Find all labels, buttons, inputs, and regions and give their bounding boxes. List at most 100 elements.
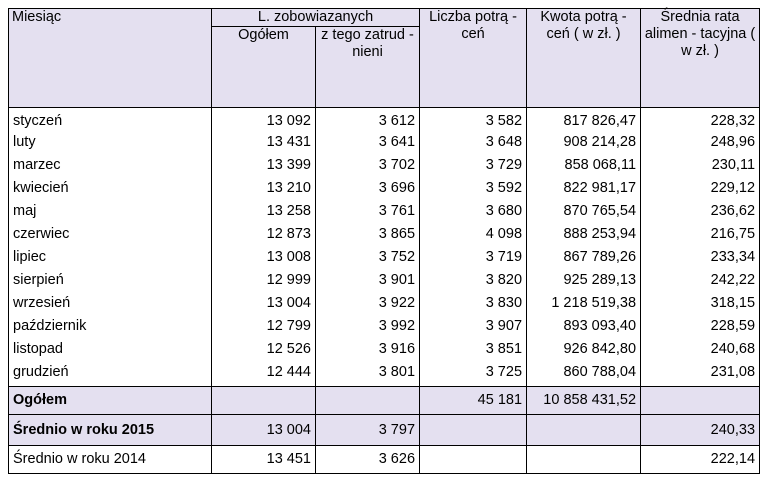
total-cell: 12 444 [211,361,316,387]
amount-cell: 860 788,04 [526,361,642,387]
month-cell: grudzień [8,361,212,387]
avg-cell: 230,11 [640,154,761,177]
count-cell: 3 820 [419,269,528,292]
employed-cell: 3 916 [314,338,421,361]
obligated-group-header: L. zobowiazanych [210,8,421,27]
average-2014-employed-cell: 3 626 [314,445,421,474]
month-cell: kwiecień [8,177,212,200]
amount-cell: 870 765,54 [526,200,642,223]
average-2015-row: Średnio w roku 2015 13 004 3 797 240,33 [8,414,761,446]
total-cell: 12 873 [211,223,316,246]
deductions-amount-header: Kwota potrą - ceń ( w zł. ) [526,8,642,108]
table-row: lipiec 13 008 3 752 3 719 867 789,26 233,34 [8,246,761,269]
employed-cell: 3 612 [314,107,421,131]
amount-cell: 888 253,94 [526,223,642,246]
month-cell: marzec [8,154,212,177]
count-cell: 3 907 [419,315,528,338]
total-row-empty-cell [211,386,316,415]
table-header: Miesiąc L. zobowiazanych Liczba potrą - … [8,8,761,108]
total-cell: 13 258 [211,200,316,223]
month-cell: styczeń [8,107,212,131]
month-cell: listopad [8,338,212,361]
average-2014-avg-cell: 222,14 [640,445,761,474]
amount-cell: 908 214,28 [526,131,642,154]
employed-cell: 3 922 [314,292,421,315]
total-row-empty-cell [314,386,421,415]
avg-cell: 236,62 [640,200,761,223]
month-rows: styczeń 13 092 3 612 3 582 817 826,47 228,32 l… [8,107,761,387]
avg-cell: 216,75 [640,223,761,246]
table-row: luty 13 431 3 641 3 648 908 214,28 248,96 [8,131,761,154]
alimony-table: Miesiąc L. zobowiazanych Liczba potrą - … [8,8,761,474]
employed-cell: 3 801 [314,361,421,387]
amount-cell: 925 289,13 [526,269,642,292]
table-row: październik 12 799 3 992 3 907 893 093,40 228… [8,315,761,338]
count-cell: 3 582 [419,107,528,131]
total-cell: 13 210 [211,177,316,200]
avg-cell: 229,12 [640,177,761,200]
obligated-total-header: Ogółem [211,26,316,108]
average-2014-label: Średnio w roku 2014 [8,445,212,474]
total-cell: 13 399 [211,154,316,177]
table-row: wrzesień 13 004 3 922 3 830 1 218 519,38 318,… [8,292,761,315]
month-cell: lipiec [8,246,212,269]
employed-cell: 3 696 [314,177,421,200]
table-row: maj 13 258 3 761 3 680 870 765,54 236,62 [8,200,761,223]
total-cell: 12 999 [211,269,316,292]
employed-cell: 3 992 [314,315,421,338]
average-2015-label: Średnio w roku 2015 [8,414,212,446]
table-row: grudzień 12 444 3 801 3 725 860 788,04 231,08 [8,361,761,387]
count-cell: 3 648 [419,131,528,154]
employed-cell: 3 761 [314,200,421,223]
total-count-cell: 45 181 [419,386,528,415]
average-2015-empty-cell [419,414,528,446]
total-row-label: Ogółem [8,386,212,415]
amount-cell: 822 981,17 [526,177,642,200]
avg-cell: 318,15 [640,292,761,315]
count-cell: 3 851 [419,338,528,361]
table-row: styczeń 13 092 3 612 3 582 817 826,47 228,32 [8,107,761,131]
amount-cell: 817 826,47 [526,107,642,131]
average-2015-avg-cell: 240,33 [640,414,761,446]
table-row: marzec 13 399 3 702 3 729 858 068,11 230,11 [8,154,761,177]
month-cell: luty [8,131,212,154]
average-2015-employed-cell: 3 797 [314,414,421,446]
total-cell: 13 092 [211,107,316,131]
table-row: listopad 12 526 3 916 3 851 926 842,80 240,68 [8,338,761,361]
count-cell: 3 719 [419,246,528,269]
avg-cell: 240,68 [640,338,761,361]
total-row-empty-cell [640,386,761,415]
amount-cell: 1 218 519,38 [526,292,642,315]
avg-cell: 242,22 [640,269,761,292]
month-cell: sierpień [8,269,212,292]
average-rate-header: Średnia rata alimen - tacyjna ( w zł. ) [640,8,761,108]
total-cell: 13 004 [211,292,316,315]
month-cell: październik [8,315,212,338]
amount-cell: 858 068,11 [526,154,642,177]
avg-cell: 231,08 [640,361,761,387]
average-2015-total-cell: 13 004 [211,414,316,446]
employed-cell: 3 702 [314,154,421,177]
average-2015-empty-cell [526,414,642,446]
count-cell: 3 830 [419,292,528,315]
avg-cell: 233,34 [640,246,761,269]
avg-cell: 228,59 [640,315,761,338]
average-2014-empty-cell [419,445,528,474]
avg-cell: 228,32 [640,107,761,131]
avg-cell: 248,96 [640,131,761,154]
summary-rows: Ogółem 45 181 10 858 431,52 Średnio w ro… [8,386,761,474]
count-cell: 4 098 [419,223,528,246]
average-2014-row: Średnio w roku 2014 13 451 3 626 222,14 [8,445,761,474]
count-cell: 3 680 [419,200,528,223]
employed-cell: 3 901 [314,269,421,292]
count-cell: 3 592 [419,177,528,200]
total-cell: 13 008 [211,246,316,269]
month-cell: czerwiec [8,223,212,246]
count-cell: 3 725 [419,361,528,387]
total-row: Ogółem 45 181 10 858 431,52 [8,386,761,415]
month-header: Miesiąc [8,8,212,108]
amount-cell: 893 093,40 [526,315,642,338]
total-cell: 12 526 [211,338,316,361]
average-2014-total-cell: 13 451 [211,445,316,474]
employed-cell: 3 641 [314,131,421,154]
